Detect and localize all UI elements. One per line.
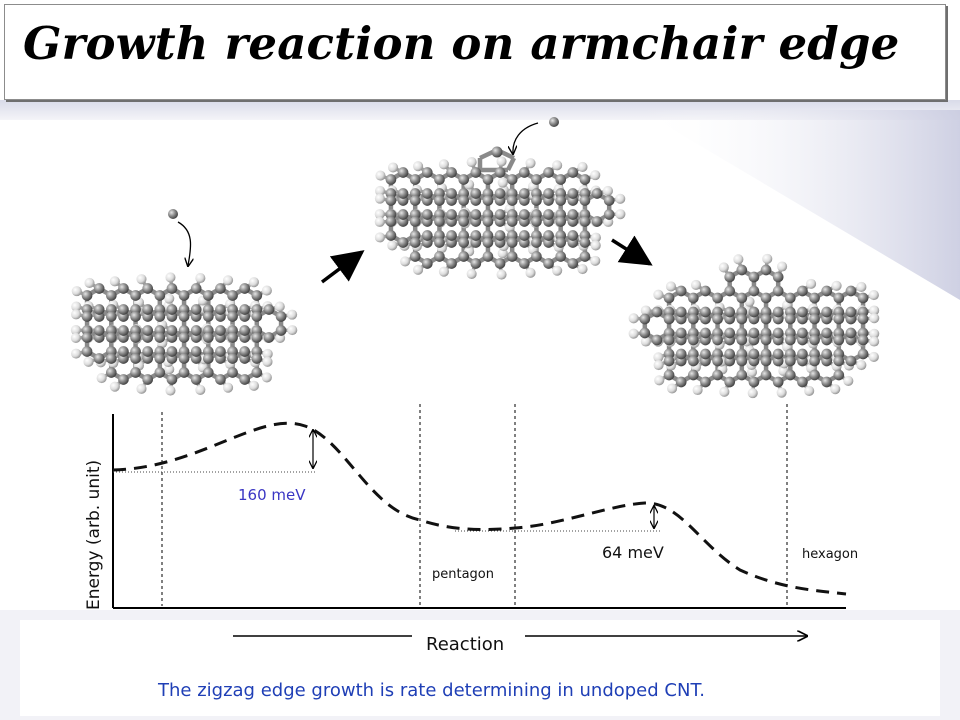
incoming-carbon-atom-1 [168, 209, 191, 266]
y-axis-label: Energy (arb. unit) [84, 460, 104, 610]
barrier-label-160: 160 meV [238, 486, 306, 504]
state-label-hexagon: hexagon [802, 547, 858, 562]
graphene-fragment-initial [70, 272, 298, 396]
step-arrow-1 [320, 250, 365, 284]
x-axis-label: Reaction [426, 634, 504, 655]
energy-profile-curve [112, 421, 847, 596]
title-box: Growth reaction on armchair edge [4, 4, 946, 100]
graphene-fragment-hexagon [628, 253, 880, 399]
barrier-label-64: 64 meV [602, 543, 664, 562]
state-label-pentagon: pentagon [432, 567, 494, 582]
incoming-carbon-atom-2 [513, 117, 559, 154]
slide-caption: The zigzag edge growth is rate determini… [157, 680, 705, 701]
slide-title: Growth reaction on armchair edge [23, 17, 900, 70]
stage-separators [161, 404, 788, 606]
step-arrow-2 [611, 235, 653, 266]
graphene-fragment-pentagon [374, 146, 626, 280]
